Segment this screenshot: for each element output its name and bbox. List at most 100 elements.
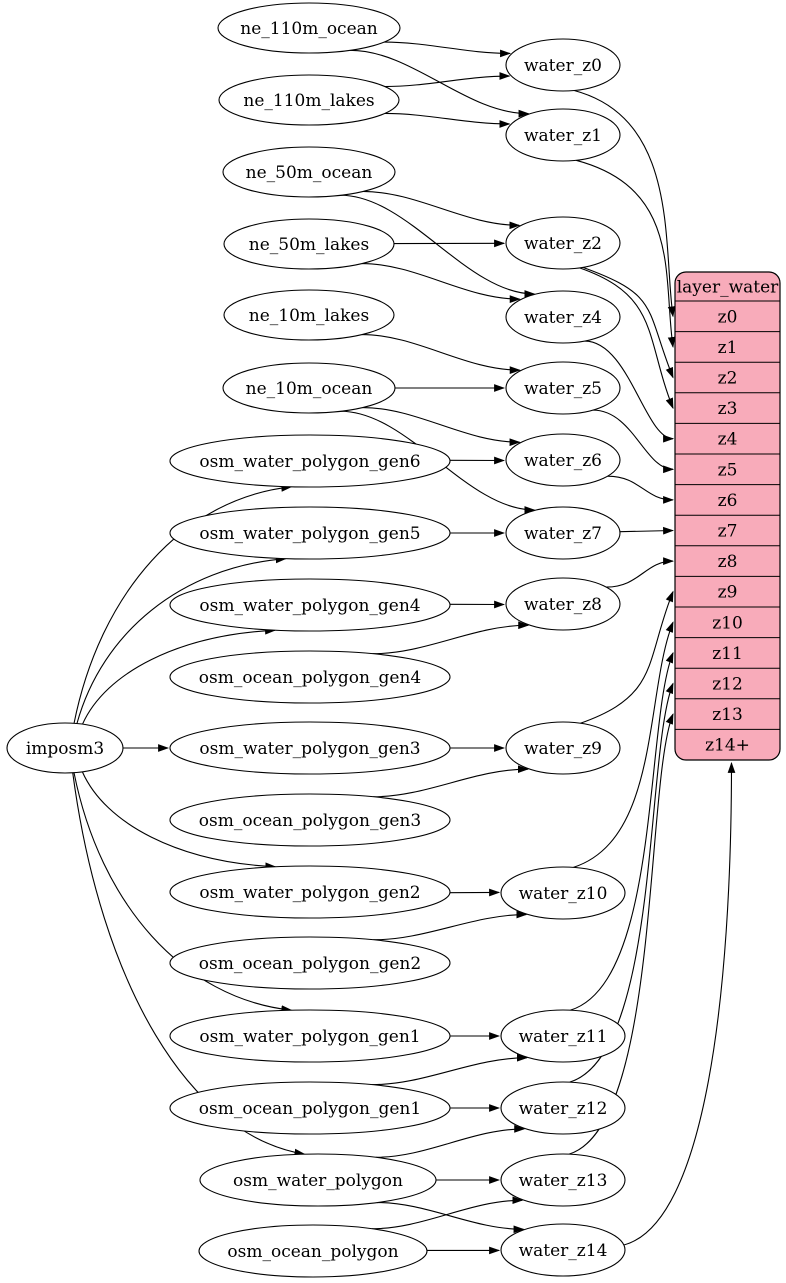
node-label-water_z7: water_z7 [524, 524, 602, 544]
record-row-z10: z10 [712, 613, 743, 633]
node-ne_110m_ocean [217, 2, 401, 54]
node-water_z5 [505, 361, 621, 415]
node-label-water_z10: water_z10 [519, 884, 608, 904]
record-row-z12: z12 [712, 675, 743, 695]
node-label-osm_water_polygon_gen6: osm_water_polygon_gen6 [199, 452, 420, 472]
node-ne_50m_ocean [222, 146, 396, 198]
node-label-water_z8: water_z8 [524, 595, 602, 615]
record-row-z6: z6 [718, 491, 738, 511]
node-label-osm_water_polygon_gen5: osm_water_polygon_gen5 [199, 524, 420, 544]
node-osm_water_polygon_gen5 [169, 506, 451, 560]
edge-imposm3-to-osm_water_polygon_gen6 [73, 484, 293, 724]
edge-water_z8-to-z8 [606, 557, 675, 588]
edge-osm_ocean_polygon_gen2-to-water_z10 [373, 910, 528, 941]
node-label-water_z5: water_z5 [524, 379, 602, 399]
record-row-z5: z5 [718, 460, 738, 480]
node-osm_water_polygon_gen6 [169, 434, 451, 488]
edge-water_z14-to-z14+ [623, 761, 736, 1246]
node-osm_ocean_polygon_gen3 [169, 793, 451, 847]
node-label-water_z6: water_z6 [524, 451, 602, 471]
node-label-osm_water_polygon_gen2: osm_water_polygon_gen2 [199, 883, 420, 903]
edge-water_z4-to-z4 [584, 340, 675, 443]
node-water_z7 [505, 506, 621, 560]
node-label-osm_ocean_polygon_gen2: osm_ocean_polygon_gen2 [199, 954, 421, 974]
edge-water_z5-to-z5 [592, 409, 675, 474]
record-row-z11: z11 [712, 644, 743, 664]
record-row-z14+: z14+ [705, 736, 750, 756]
record-row-z8: z8 [718, 552, 738, 572]
node-osm_water_polygon [199, 1153, 437, 1207]
node-label-osm_water_polygon_gen3: osm_water_polygon_gen3 [199, 739, 420, 759]
node-osm_water_polygon_gen3 [169, 721, 451, 775]
node-label-water_z1: water_z1 [524, 126, 602, 146]
node-water_z0 [505, 38, 621, 92]
record-row-z3: z3 [718, 399, 738, 419]
node-label-water_z4: water_z4 [524, 308, 602, 328]
node-osm_water_polygon_gen1 [169, 1009, 451, 1063]
node-label-water_z9: water_z9 [524, 739, 602, 759]
edge-imposm3-to-osm_water_polygon_gen4 [81, 626, 277, 725]
node-label-water_z11: water_z11 [519, 1027, 608, 1047]
edge-imposm3-to-osm_water_polygon_gen5 [76, 555, 287, 724]
record-row-z2: z2 [718, 369, 738, 389]
node-label-ne_10m_lakes: ne_10m_lakes [249, 306, 369, 326]
node-water_z1 [505, 108, 621, 162]
edge-osm_ocean_polygon_gen3-to-water_z9 [373, 765, 529, 798]
edge-water_z9-to-z9 [580, 590, 674, 724]
node-osm_water_polygon_gen2 [169, 865, 451, 919]
node-label-water_z14: water_z14 [519, 1241, 608, 1261]
node-label-osm_water_polygon_gen4: osm_water_polygon_gen4 [199, 596, 420, 616]
edge-ne_50m_ocean-to-water_z2 [362, 190, 521, 230]
node-label-water_z0: water_z0 [524, 56, 602, 76]
record-row-z7: z7 [718, 522, 738, 542]
node-water_z8 [505, 577, 621, 631]
node-water_z13 [500, 1153, 626, 1207]
node-ne_110m_lakes [218, 74, 400, 126]
node-water_z4 [505, 290, 621, 344]
edge-ne_10m_lakes-to-water_z5 [361, 334, 521, 374]
record-row-z0: z0 [718, 307, 738, 327]
node-label-osm_ocean_polygon_gen3: osm_ocean_polygon_gen3 [199, 811, 421, 831]
edge-water_z7-to-z7 [619, 526, 675, 535]
node-osm_ocean_polygon [198, 1224, 428, 1278]
node-ne_50m_lakes [223, 218, 395, 270]
node-label-ne_50m_lakes: ne_50m_lakes [249, 235, 369, 255]
node-water_z11 [500, 1009, 626, 1063]
node-label-osm_water_polygon: osm_water_polygon [233, 1171, 403, 1191]
edge-osm_ocean_polygon_gen4-to-water_z8 [372, 621, 530, 655]
edge-ne_110m_lakes-to-water_z1 [384, 112, 511, 128]
record-row-z9: z9 [718, 583, 738, 603]
node-label-imposm3: imposm3 [26, 739, 104, 759]
node-osm_water_polygon_gen4 [169, 578, 451, 632]
node-osm_ocean_polygon_gen1 [169, 1081, 451, 1135]
node-imposm3 [6, 722, 124, 774]
node-ne_10m_lakes [223, 289, 395, 341]
edge-osm_water_polygon-to-water_z14 [376, 1201, 525, 1234]
node-label-water_z2: water_z2 [524, 234, 602, 254]
edge-water_z2-to-z2 [582, 266, 674, 379]
node-water_z9 [505, 721, 621, 775]
edge-water_z2-to-z3 [579, 267, 674, 410]
node-osm_ocean_polygon_gen4 [169, 650, 451, 704]
edge-imposm3-to-osm_water_polygon_gen2 [81, 771, 277, 871]
record-row-z1: z1 [718, 338, 738, 358]
node-water_z6 [505, 433, 621, 487]
node-label-ne_110m_lakes: ne_110m_lakes [243, 91, 374, 111]
node-water_z14 [500, 1223, 626, 1277]
node-label-osm_water_polygon_gen1: osm_water_polygon_gen1 [199, 1027, 420, 1047]
node-water_z12 [500, 1081, 626, 1135]
node-label-osm_ocean_polygon_gen1: osm_ocean_polygon_gen1 [199, 1099, 421, 1119]
edge-osm_ocean_polygon-to-water_z13 [371, 1196, 524, 1230]
node-water_z2 [505, 216, 621, 270]
node-label-osm_ocean_polygon_gen4: osm_ocean_polygon_gen4 [199, 668, 421, 688]
node-osm_ocean_polygon_gen2 [169, 936, 451, 990]
node-water_z10 [500, 866, 626, 920]
edge-imposm3-to-osm_water_polygon_gen1 [73, 772, 293, 1013]
edge-ne_50m_ocean-to-water_z4 [340, 194, 536, 298]
node-label-water_z12: water_z12 [519, 1099, 608, 1119]
edge-imposm3-to-osm_water_polygon [72, 772, 306, 1157]
edge-ne_110m_ocean-to-water_z0 [384, 41, 512, 58]
node-label-osm_ocean_polygon: osm_ocean_polygon [227, 1242, 398, 1262]
